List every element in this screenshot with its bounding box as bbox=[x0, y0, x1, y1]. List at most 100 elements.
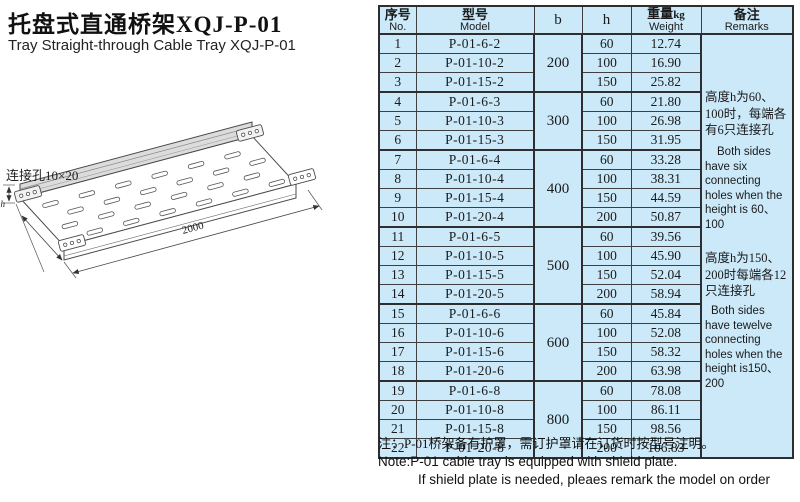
footer-notes: 注：P-01桥架备有护罩，需订护罩请在订货时按型号注明。 Note:P-01 c… bbox=[378, 434, 798, 489]
table-row: 8 P-01-10-4 100 38.31 bbox=[378, 169, 793, 189]
cell-weight: 33.28 bbox=[630, 149, 702, 170]
width-dimension-line bbox=[21, 215, 63, 261]
table-row: 13 P-01-15-5 150 52.04 bbox=[378, 265, 793, 285]
cell-weight: 16.90 bbox=[630, 53, 702, 73]
cell-weight: 63.98 bbox=[630, 361, 702, 382]
cell-no: 15 bbox=[378, 303, 417, 324]
cell-model: P-01-20-6 bbox=[415, 361, 535, 382]
table-row: 2 P-01-10-2 100 16.90 bbox=[378, 53, 793, 73]
cell-weight: 78.08 bbox=[630, 380, 702, 401]
cell-h: 100 bbox=[581, 246, 632, 266]
length-dimension-line bbox=[72, 205, 320, 274]
table-row: 1 P-01-6-2 200 60 12.74 高度h为60、100时，每端各有6只连接孔… bbox=[378, 33, 794, 459]
spec-table: 序号 No. 型号 Model b h 重量kg Weight 备注 bbox=[378, 5, 794, 459]
cell-model: P-01-10-3 bbox=[415, 111, 535, 131]
header-remarks: 备注 Remarks bbox=[700, 5, 794, 35]
cell-weight: 31.95 bbox=[630, 130, 702, 151]
cell-model: P-01-10-5 bbox=[415, 246, 535, 266]
cell-b: 600 bbox=[533, 303, 583, 382]
table-row: 11 P-01-6-5 500 60 39.56 bbox=[378, 226, 793, 305]
cell-weight: 45.90 bbox=[630, 246, 702, 266]
cell-model: P-01-15-8 bbox=[415, 419, 535, 439]
table-row: 5 P-01-10-3 100 26.98 bbox=[378, 111, 793, 131]
cell-model: P-01-10-4 bbox=[415, 169, 535, 189]
cell-h: 60 bbox=[581, 149, 632, 170]
cell-no: 8 bbox=[378, 169, 417, 189]
cell-no: 18 bbox=[378, 361, 417, 382]
table-row: 9 P-01-15-4 150 44.59 bbox=[378, 188, 793, 208]
table-row: 17 P-01-15-6 150 58.32 bbox=[378, 342, 793, 362]
spec-table-wrap: 序号 No. 型号 Model b h 重量kg Weight 备注 bbox=[378, 5, 794, 459]
header-weight: 重量kg Weight bbox=[630, 5, 702, 35]
cell-model: P-01-15-6 bbox=[415, 342, 535, 362]
cell-model: P-01-6-4 bbox=[415, 149, 535, 170]
table-row: 6 P-01-15-3 150 31.95 bbox=[378, 130, 793, 151]
cell-h: 100 bbox=[581, 400, 632, 420]
cell-model: P-01-6-6 bbox=[415, 303, 535, 324]
header-h: h bbox=[581, 5, 632, 35]
cell-model: P-01-10-6 bbox=[415, 323, 535, 343]
cell-no: 21 bbox=[378, 419, 417, 439]
table-row: 20 P-01-10-8 100 86.11 bbox=[378, 400, 793, 420]
cell-remarks: 高度h为60、100时，每端各有6只连接孔 Both sides have six… bbox=[700, 33, 794, 459]
cell-b: 500 bbox=[533, 226, 583, 305]
cell-h: 100 bbox=[581, 111, 632, 131]
cell-model: P-01-6-2 bbox=[415, 33, 535, 54]
cell-no: 2 bbox=[378, 53, 417, 73]
cell-weight: 50.87 bbox=[630, 207, 702, 228]
remarks-en-2: Both sides have tewelve connecting holes… bbox=[705, 305, 783, 390]
length-dimension-label: 2000 bbox=[181, 219, 206, 236]
cell-weight: 44.59 bbox=[630, 188, 702, 208]
table-row: 22 P-01-20-8 200 106.83 bbox=[378, 438, 793, 459]
cell-model: P-01-10-8 bbox=[415, 400, 535, 420]
cell-h: 200 bbox=[581, 284, 632, 305]
note-zh: 注：P-01桥架备有护罩，需订护罩请在订货时按型号注明。 bbox=[378, 436, 715, 451]
cell-weight: 106.83 bbox=[630, 438, 702, 459]
cell-h: 150 bbox=[581, 342, 632, 362]
table-row: 3 P-01-15-2 150 25.82 bbox=[378, 72, 793, 93]
remarks-zh-1: 高度h为60、100时，每端各有6只连接孔 bbox=[705, 90, 787, 137]
end-plate-far-right bbox=[235, 124, 264, 142]
cell-no: 16 bbox=[378, 323, 417, 343]
cell-model: P-01-15-5 bbox=[415, 265, 535, 285]
cell-model: P-01-10-2 bbox=[415, 53, 535, 73]
cell-no: 9 bbox=[378, 188, 417, 208]
table-row: 21 P-01-15-8 150 98.56 bbox=[378, 419, 793, 439]
table-row: 4 P-01-6-3 300 60 21.80 bbox=[378, 91, 793, 151]
remarks-zh-2: 高度h为150、200时每端各12只连接孔 bbox=[705, 251, 787, 298]
cell-weight: 98.56 bbox=[630, 419, 702, 439]
cell-h: 150 bbox=[581, 130, 632, 151]
table-row: 19 P-01-6-8 800 60 78.08 bbox=[378, 380, 793, 459]
cell-h: 100 bbox=[581, 323, 632, 343]
cell-no: 17 bbox=[378, 342, 417, 362]
cell-h: 200 bbox=[581, 361, 632, 382]
cell-weight: 52.08 bbox=[630, 323, 702, 343]
cell-no: 22 bbox=[378, 438, 417, 459]
cell-model: P-01-6-5 bbox=[415, 226, 535, 247]
table-row: 14 P-01-20-5 200 58.94 bbox=[378, 284, 793, 305]
cell-weight: 45.84 bbox=[630, 303, 702, 324]
page-title-en: Tray Straight-through Cable Tray XQJ-P-0… bbox=[8, 37, 296, 54]
cell-h: 60 bbox=[581, 303, 632, 324]
cell-h: 60 bbox=[581, 91, 632, 112]
cell-weight: 38.31 bbox=[630, 169, 702, 189]
cell-weight: 86.11 bbox=[630, 400, 702, 420]
cell-no: 5 bbox=[378, 111, 417, 131]
end-plate-near-right bbox=[287, 168, 316, 186]
cell-b: 800 bbox=[533, 380, 583, 459]
cell-no: 11 bbox=[378, 226, 417, 247]
note-en-line1: Note:P-01 cable tray is equipped with sh… bbox=[378, 454, 678, 469]
table-row: 15 P-01-6-6 600 60 45.84 bbox=[378, 303, 793, 382]
cell-model: P-01-6-8 bbox=[415, 380, 535, 401]
cell-no: 1 bbox=[378, 33, 417, 54]
table-row: 18 P-01-20-6 200 63.98 bbox=[378, 361, 793, 382]
cell-h: 150 bbox=[581, 265, 632, 285]
cell-model: P-01-20-8 bbox=[415, 438, 535, 459]
cell-model: P-01-15-2 bbox=[415, 72, 535, 93]
spec-table-body: 1 P-01-6-2 200 60 12.74 高度h为60、100时，每端各有6只连接孔… bbox=[378, 33, 794, 459]
cell-b: 300 bbox=[533, 91, 583, 151]
cell-weight: 12.74 bbox=[630, 33, 702, 54]
cell-no: 3 bbox=[378, 72, 417, 93]
hole-size-label: 连接孔10×20 bbox=[6, 168, 78, 183]
